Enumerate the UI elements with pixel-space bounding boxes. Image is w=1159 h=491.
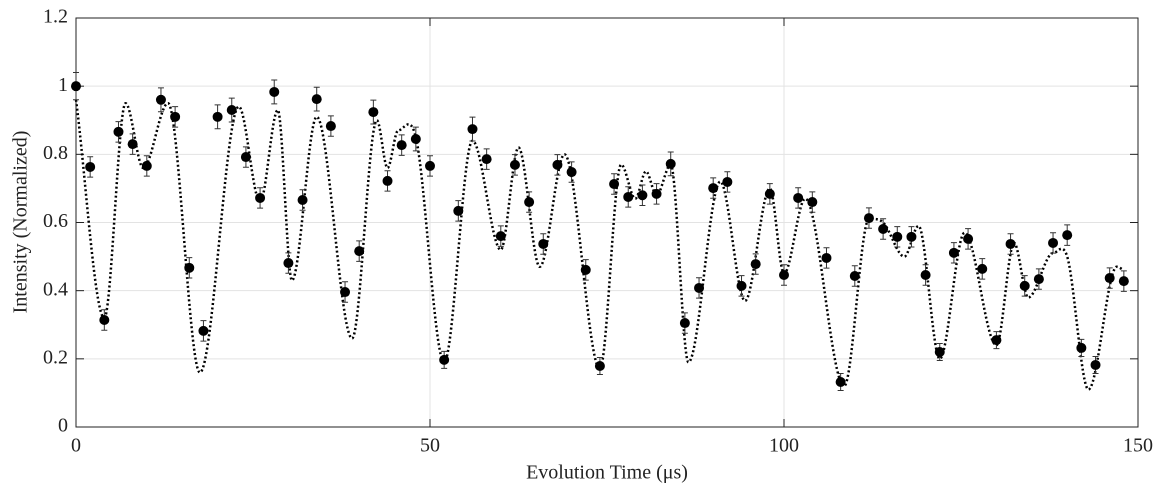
data-point (283, 258, 294, 269)
data-point (226, 105, 237, 116)
data-point (340, 287, 351, 298)
data-point (764, 188, 775, 199)
data-point (1104, 273, 1115, 284)
y-tick-label: 0.4 (43, 278, 68, 300)
data-point (85, 161, 96, 172)
data-point (325, 121, 336, 132)
data-point (155, 94, 166, 105)
data-point (524, 197, 535, 208)
data-point (835, 377, 846, 388)
data-point (113, 126, 124, 137)
data-point (651, 188, 662, 199)
data-point (425, 160, 435, 171)
data-point (934, 347, 945, 358)
data-point (311, 94, 322, 105)
data-point (1005, 238, 1016, 249)
data-point (878, 223, 889, 234)
data-point (1118, 276, 1129, 287)
data-point (1048, 237, 1059, 248)
x-tick-label: 100 (769, 435, 799, 457)
data-point (665, 158, 676, 169)
data-point (863, 213, 874, 224)
y-tick-label: 0 (58, 415, 68, 437)
x-tick-label: 150 (1123, 435, 1153, 457)
plot-frame (75, 17, 1139, 428)
data-point (410, 133, 421, 144)
y-tick-label: 1.2 (43, 6, 68, 28)
data-point (212, 111, 223, 122)
data-point (71, 81, 81, 92)
data-point (198, 325, 209, 336)
x-tick-label: 50 (420, 435, 440, 457)
data-point (382, 175, 393, 186)
data-point (184, 262, 195, 273)
data-point (1090, 359, 1101, 370)
data-point (495, 231, 506, 242)
data-point (963, 233, 974, 244)
data-point (1033, 274, 1044, 285)
data-point (439, 354, 450, 365)
data-point (1076, 342, 1087, 353)
data-point (892, 231, 903, 242)
data-point (722, 176, 733, 187)
x-axis-label: Evolution Time (μs) (526, 462, 688, 484)
data-point (609, 178, 620, 189)
data-point (708, 183, 719, 194)
y-tick-label: 0.8 (43, 142, 68, 164)
data-point (736, 280, 747, 291)
data-point (906, 231, 917, 242)
y-tick-label: 1 (58, 74, 68, 96)
data-point (977, 263, 988, 274)
data-point (750, 259, 761, 270)
data-point (240, 152, 251, 163)
x-tick-label: 0 (71, 435, 81, 457)
data-point (255, 192, 266, 203)
data-point (141, 160, 152, 171)
data-point (509, 159, 520, 170)
data-point (920, 269, 931, 280)
data-point (552, 159, 563, 170)
data-point (170, 111, 181, 122)
data-point (127, 139, 138, 150)
data-point (467, 124, 478, 135)
y-tick-label: 0.2 (43, 346, 68, 368)
data-point (1019, 280, 1030, 291)
data-point (297, 195, 308, 206)
data-point (580, 264, 591, 275)
data-point (481, 154, 492, 165)
data-point (354, 246, 365, 257)
data-point (679, 318, 690, 329)
data-point (99, 314, 110, 325)
data-point (566, 167, 577, 178)
data-point (538, 238, 549, 249)
data-point (269, 86, 280, 97)
data-point (948, 247, 959, 258)
data-point (694, 282, 705, 293)
data-point (368, 107, 379, 118)
data-point (779, 269, 789, 280)
data-point (396, 140, 407, 151)
data-point (991, 335, 1002, 346)
data-point (821, 252, 832, 263)
data-point (623, 191, 634, 202)
data-point (453, 205, 464, 216)
data-point (849, 271, 860, 282)
data-point (637, 190, 648, 201)
y-tick-label: 0.6 (43, 210, 68, 232)
data-point (807, 197, 818, 208)
y-axis-label: Intensity (Normalized) (10, 131, 32, 314)
data-point (793, 192, 804, 203)
data-point (1062, 230, 1073, 241)
data-point (594, 360, 605, 371)
